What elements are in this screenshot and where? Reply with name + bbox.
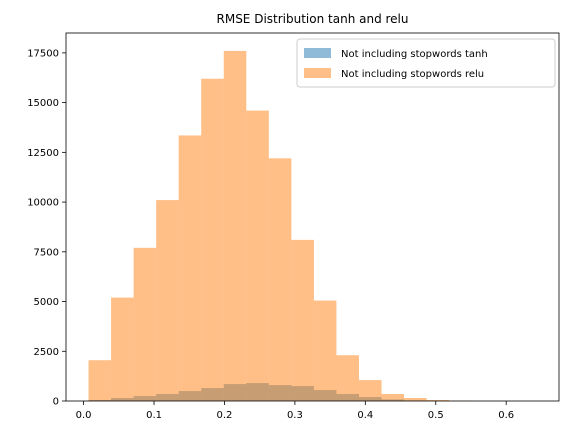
bar-series-2-bin-4 bbox=[156, 200, 179, 401]
y-tick-label: 7500 bbox=[34, 247, 59, 258]
x-tick-label: 0.6 bbox=[498, 410, 514, 421]
plot-frame bbox=[65, 32, 560, 402]
bar-series-2-bin-1 bbox=[88, 360, 112, 401]
y-tick-label: 5000 bbox=[34, 297, 59, 308]
chart-title: RMSE Distribution tanh and relu bbox=[217, 12, 409, 26]
bar-series-2-bin-10 bbox=[291, 239, 314, 401]
bar-series-2-bin-8 bbox=[246, 110, 269, 402]
x-tick-label: 0.3 bbox=[287, 410, 303, 421]
x-axis: 0.0 0.1 0.2 0.3 0.4 0.5 0.6 bbox=[76, 401, 514, 421]
bar-series-2-bin-14 bbox=[381, 394, 405, 401]
y-tick-label: 10000 bbox=[27, 198, 59, 209]
bar-series-2-bin-15 bbox=[404, 398, 427, 401]
y-tick-label: 17500 bbox=[27, 48, 59, 59]
legend-label-2: Not including stopwords relu bbox=[341, 69, 484, 80]
y-tick-label: 2500 bbox=[34, 347, 59, 358]
bars-layer bbox=[88, 50, 472, 402]
y-axis: 0 2500 5000 7500 10000 12500 15000 17500 bbox=[27, 48, 66, 408]
bar-series-2-bin-11 bbox=[313, 300, 337, 401]
x-tick-label: 0.1 bbox=[146, 410, 162, 421]
legend-swatch-2 bbox=[304, 68, 331, 78]
y-tick-label: 15000 bbox=[27, 98, 59, 109]
legend-box bbox=[296, 38, 556, 88]
x-tick-label: 0.0 bbox=[76, 410, 92, 421]
bar-series-2-bin-12 bbox=[336, 355, 359, 401]
bar-series-2-bin-2 bbox=[111, 297, 134, 401]
bar-series-2-bin-3 bbox=[133, 247, 157, 401]
y-tick-label: 0 bbox=[53, 397, 59, 408]
x-tick-label: 0.5 bbox=[428, 410, 444, 421]
legend-swatch-1 bbox=[304, 48, 331, 58]
bar-series-2-bin-13 bbox=[358, 380, 382, 401]
x-tick-label: 0.2 bbox=[217, 410, 233, 421]
x-tick-label: 0.4 bbox=[357, 410, 373, 421]
y-tick-label: 12500 bbox=[27, 148, 59, 159]
bar-series-2-bin-16 bbox=[426, 400, 450, 401]
bar-series-2-bin-5 bbox=[178, 135, 202, 401]
bar-series-2-bin-9 bbox=[268, 158, 292, 401]
bar-series-2-bin-6 bbox=[201, 78, 224, 402]
legend: Not including stopwords tanh Not includin… bbox=[296, 38, 556, 88]
legend-label-1: Not including stopwords tanh bbox=[341, 49, 488, 60]
bar-series-2-bin-7 bbox=[223, 50, 247, 401]
